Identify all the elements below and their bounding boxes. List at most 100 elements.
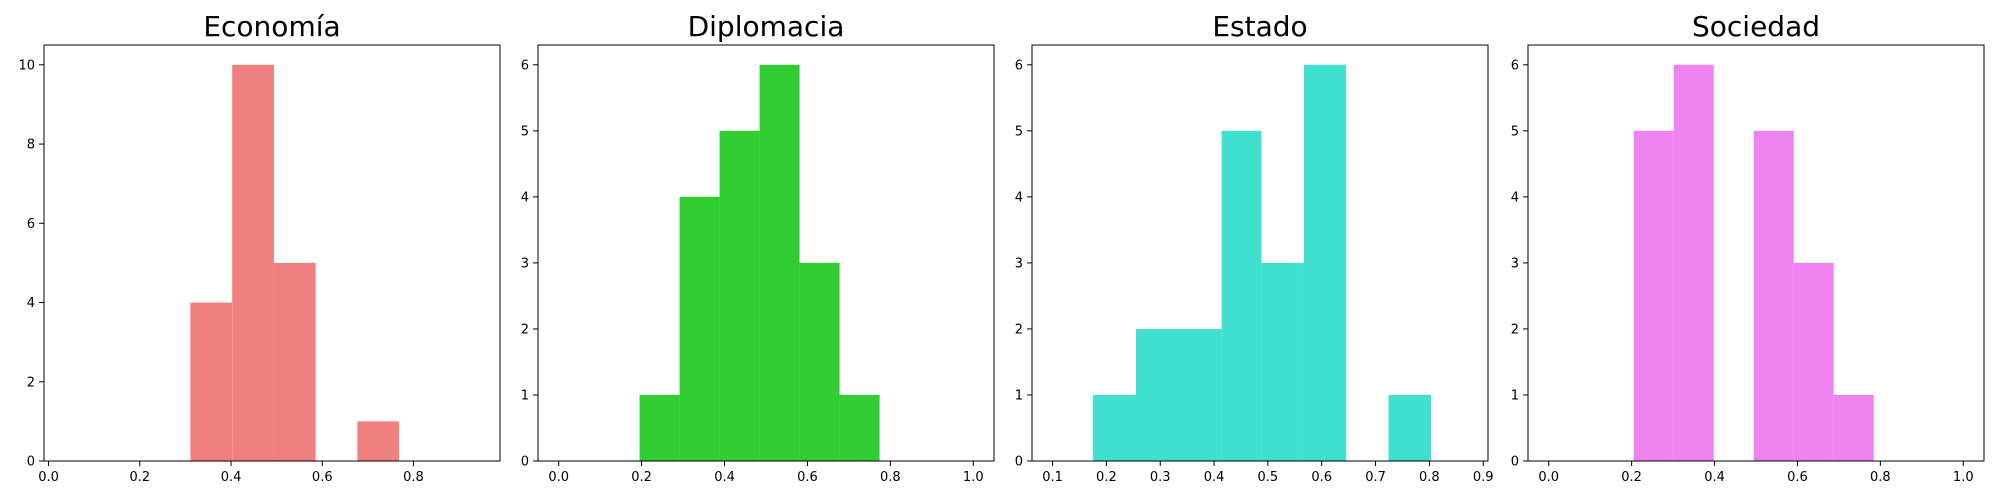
axes-frame (537, 44, 995, 462)
x-tick-label: 0.4 (714, 470, 735, 485)
x-tick-label: 0.4 (1204, 470, 1225, 485)
x-tick-label: 0.0 (548, 470, 569, 485)
histogram-bar (639, 394, 680, 461)
panel-title: Economía (203, 10, 340, 43)
y-tick-label: 1 (1015, 388, 1023, 403)
histogram-bar (1092, 394, 1137, 461)
y-tick-label: 5 (1015, 124, 1023, 139)
axes-frame (43, 44, 501, 462)
panel-title: Diplomacia (688, 10, 845, 43)
histogram-bar (273, 262, 316, 461)
y-tick-label: 6 (27, 217, 35, 232)
axes-frame (1031, 44, 1489, 462)
x-tick-label: 1.0 (963, 470, 984, 485)
histogram-bar (1303, 64, 1346, 462)
histogram-bar (232, 64, 274, 462)
y-tick-label: 2 (1015, 322, 1023, 337)
axes-frame (1527, 44, 1985, 462)
y-tick-label: 1 (521, 388, 529, 403)
y-tick-label: 2 (27, 375, 35, 390)
x-tick-label: 0.9 (1473, 470, 1494, 485)
x-tick-label: 0.8 (403, 470, 424, 485)
y-tick-label: 4 (1015, 190, 1023, 205)
y-tick-label: 2 (1511, 322, 1519, 337)
x-ticks: 0.0 0.2 0.4 0.6 0.8 1.0 (1538, 461, 1974, 485)
histogram-bar (190, 302, 233, 461)
x-tick-label: 0.4 (1704, 470, 1725, 485)
histogram-bar (1136, 328, 1179, 461)
x-tick-label: 0.5 (1258, 470, 1279, 485)
bars-group (639, 64, 880, 462)
y-tick-label: 2 (521, 322, 529, 337)
x-tick-label: 0.7 (1365, 470, 1386, 485)
histogram-bar (1261, 262, 1304, 461)
y-tick-label: 3 (1511, 256, 1519, 271)
panel-estado: 0.1 0.2 0.3 0.4 0.5 0.6 0.7 0.8 0.9 0 1 2 3 4 5 6 Esta… (1015, 10, 1494, 485)
y-tick-label: 5 (1511, 124, 1519, 139)
y-ticks: 0 2 4 6 8 10 (18, 58, 44, 470)
x-tick-label: 0.8 (880, 470, 901, 485)
histogram-bar (1833, 394, 1874, 461)
x-tick-label: 1.0 (1953, 470, 1974, 485)
x-tick-label: 0.3 (1150, 470, 1171, 485)
panel-sociedad: 0.0 0.2 0.4 0.6 0.8 1.0 0 1 2 3 4 5 6 Sociedad (1511, 10, 1985, 485)
y-tick-label: 5 (521, 124, 529, 139)
y-tick-label: 3 (1015, 256, 1023, 271)
histogram-bar (1633, 130, 1674, 462)
y-tick-label: 0 (1511, 455, 1519, 470)
panel-title: Sociedad (1692, 10, 1820, 43)
x-tick-label: 0.4 (221, 470, 242, 485)
x-ticks: 0.1 0.2 0.3 0.4 0.5 0.6 0.7 0.8 0.9 (1042, 461, 1494, 485)
y-tick-label: 0 (521, 455, 529, 470)
y-ticks: 0 1 2 3 4 5 6 (521, 58, 538, 470)
x-tick-label: 0.2 (1621, 470, 1642, 485)
y-ticks: 0 1 2 3 4 5 6 (1015, 58, 1032, 470)
bars-group (1633, 64, 1874, 462)
histogram-bar (1388, 394, 1431, 461)
panel-title: Estado (1212, 10, 1307, 43)
y-tick-label: 0 (1015, 455, 1023, 470)
y-tick-label: 3 (521, 256, 529, 271)
y-tick-label: 6 (1511, 58, 1519, 73)
x-tick-label: 0.0 (38, 470, 59, 485)
histogram-bar (719, 130, 760, 462)
histogram-bar (357, 421, 400, 461)
y-tick-label: 1 (1511, 388, 1519, 403)
y-tick-label: 4 (27, 296, 35, 311)
y-tick-label: 4 (521, 190, 529, 205)
histogram-bar (1793, 262, 1834, 461)
x-tick-label: 0.2 (129, 470, 150, 485)
histogram-bar (1178, 328, 1222, 461)
bars-group (1092, 64, 1431, 462)
x-tick-label: 0.6 (312, 470, 333, 485)
x-tick-label: 0.1 (1042, 470, 1063, 485)
histogram-bar (1753, 130, 1794, 462)
bars-group (190, 64, 400, 462)
x-tick-label: 0.2 (631, 470, 652, 485)
histogram-bar (759, 64, 800, 462)
x-ticks: 0.0 0.2 0.4 0.6 0.8 1.0 (548, 461, 984, 485)
x-tick-label: 0.2 (1096, 470, 1117, 485)
panel-economia: 0.0 0.2 0.4 0.6 0.8 0 2 4 6 8 10 Economía (18, 10, 501, 485)
x-ticks: 0.0 0.2 0.4 0.6 0.8 (38, 461, 424, 485)
histogram-bar (1221, 130, 1262, 462)
x-tick-label: 0.8 (1870, 470, 1891, 485)
y-tick-label: 0 (27, 455, 35, 470)
histogram-bar (1673, 64, 1714, 462)
y-tick-label: 6 (1015, 58, 1023, 73)
histogram-bar (679, 196, 720, 461)
y-tick-label: 4 (1511, 190, 1519, 205)
y-tick-label: 10 (18, 58, 35, 73)
histogram-bar (839, 394, 880, 461)
x-tick-label: 0.0 (1538, 470, 1559, 485)
x-tick-label: 0.8 (1419, 470, 1440, 485)
histogram-bar (799, 262, 840, 461)
x-tick-label: 0.6 (1787, 470, 1808, 485)
y-tick-label: 8 (27, 138, 35, 153)
y-tick-label: 6 (521, 58, 529, 73)
y-ticks: 0 1 2 3 4 5 6 (1511, 58, 1528, 470)
x-tick-label: 0.6 (1311, 470, 1332, 485)
panel-diplomacia: 0.0 0.2 0.4 0.6 0.8 1.0 0 1 2 3 4 5 6 Diplomacia (521, 10, 995, 485)
x-tick-label: 0.6 (797, 470, 818, 485)
